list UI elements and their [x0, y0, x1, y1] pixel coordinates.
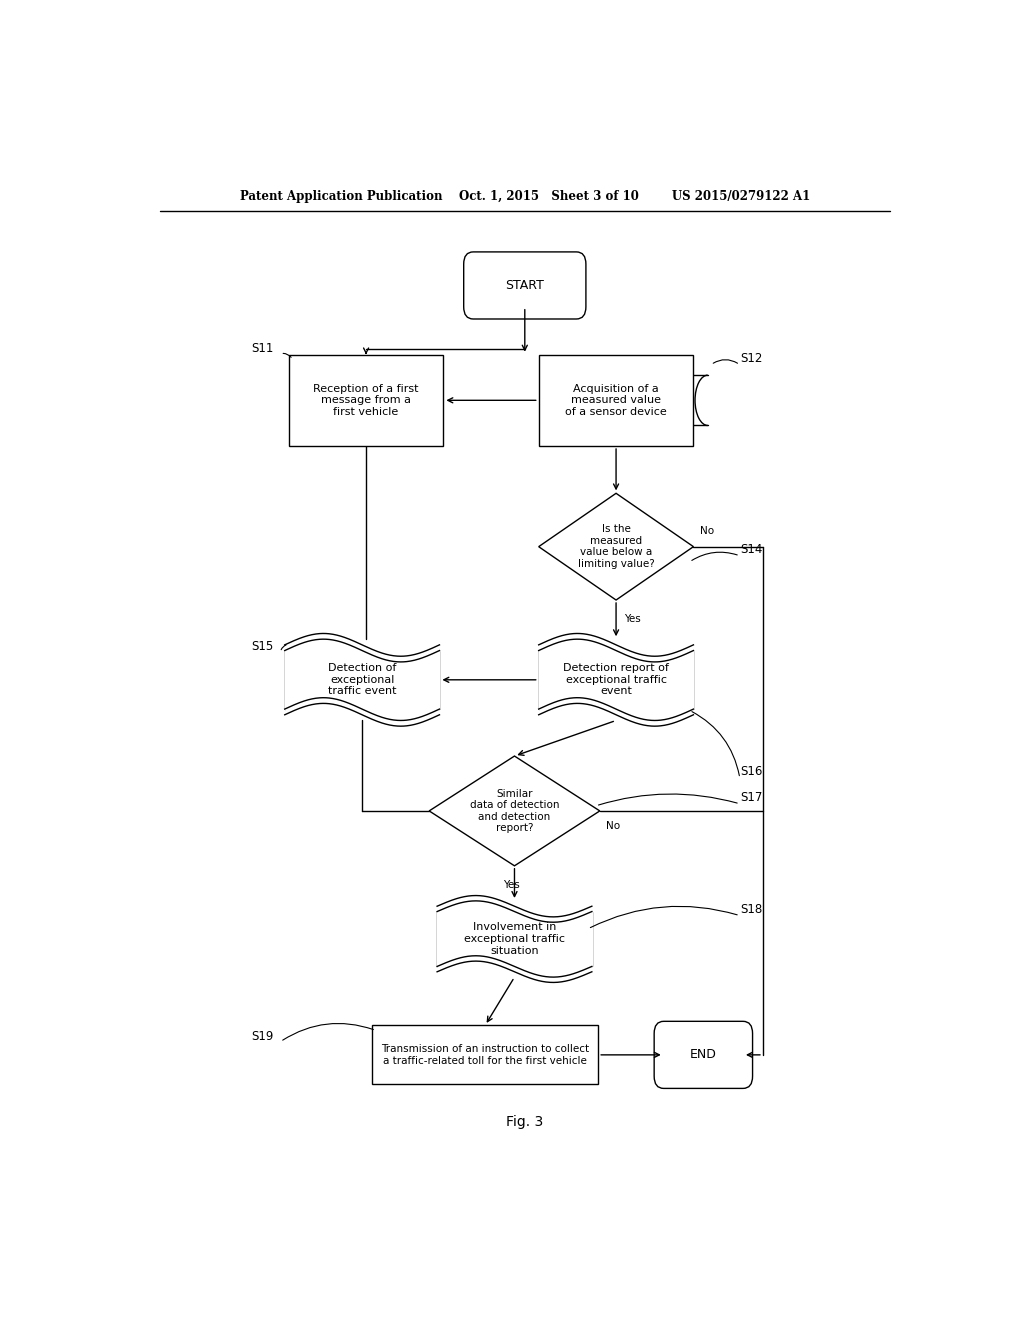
Text: Fig. 3: Fig. 3 [506, 1115, 544, 1129]
Text: Acquisition of a
measured value
of a sensor device: Acquisition of a measured value of a sen… [565, 384, 667, 417]
Text: S16: S16 [740, 766, 763, 779]
Text: END: END [690, 1048, 717, 1061]
Text: START: START [506, 279, 544, 292]
Text: Detection report of
exceptional traffic
event: Detection report of exceptional traffic … [563, 663, 669, 697]
Text: Involvement in
exceptional traffic
situation: Involvement in exceptional traffic situa… [464, 923, 565, 956]
FancyBboxPatch shape [464, 252, 586, 319]
Text: Detection of
exceptional
traffic event: Detection of exceptional traffic event [328, 663, 396, 697]
FancyBboxPatch shape [654, 1022, 753, 1089]
Text: Yes: Yes [503, 880, 519, 890]
Text: Transmission of an instruction to collect
a traffic-related toll for the first v: Transmission of an instruction to collec… [381, 1044, 589, 1065]
Text: Similar
data of detection
and detection
report?: Similar data of detection and detection … [470, 788, 559, 833]
Text: No: No [606, 821, 621, 832]
Polygon shape [285, 651, 439, 709]
Text: Yes: Yes [624, 614, 641, 624]
Text: S14: S14 [740, 543, 763, 556]
Polygon shape [539, 494, 693, 601]
Polygon shape [437, 912, 592, 966]
Text: No: No [699, 527, 714, 536]
Text: S19: S19 [251, 1030, 273, 1043]
Bar [289, 355, 443, 446]
Text: S15: S15 [251, 640, 273, 653]
Text: S12: S12 [740, 351, 763, 364]
Text: Is the
measured
value below a
limiting value?: Is the measured value below a limiting v… [578, 524, 654, 569]
Bar [372, 1026, 598, 1084]
Bar [539, 355, 693, 446]
Text: Reception of a first
message from a
first vehicle: Reception of a first message from a firs… [313, 384, 419, 417]
Polygon shape [539, 651, 693, 709]
Polygon shape [429, 756, 600, 866]
Text: S11: S11 [251, 342, 273, 355]
Text: S17: S17 [740, 791, 763, 804]
Text: Patent Application Publication    Oct. 1, 2015   Sheet 3 of 10        US 2015/02: Patent Application Publication Oct. 1, 2… [240, 190, 810, 202]
Text: S18: S18 [740, 903, 763, 916]
